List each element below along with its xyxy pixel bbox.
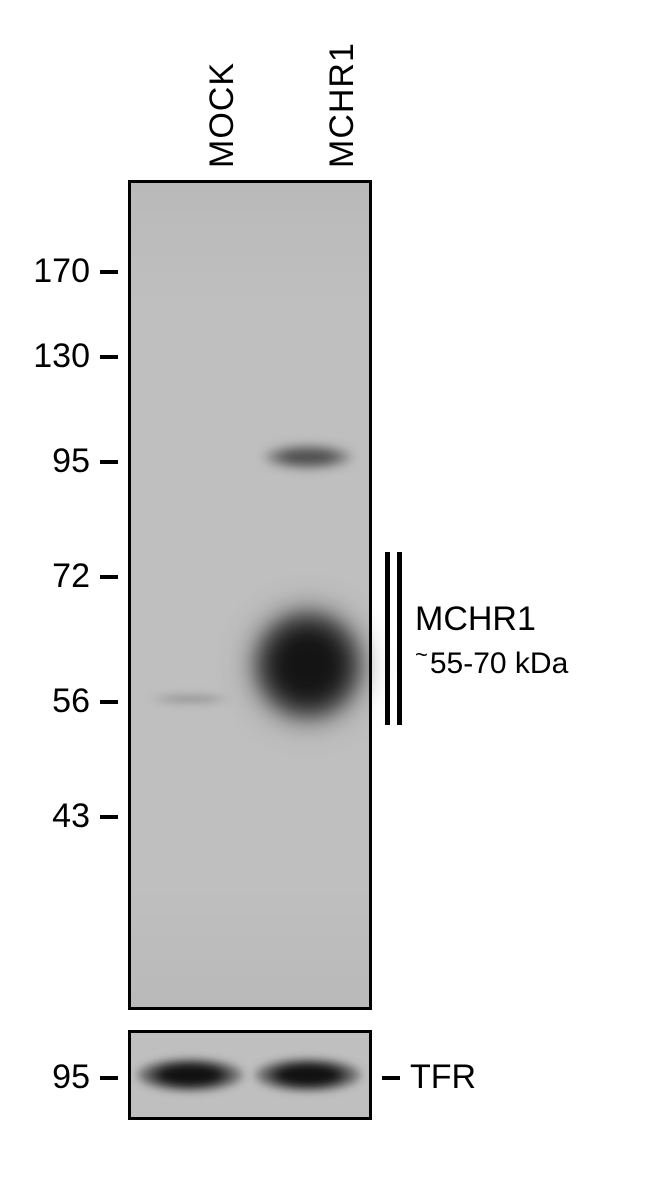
lane-label-mchr1: MCHR1 (323, 42, 362, 168)
tfr-mw-tick (100, 1076, 118, 1080)
mw-label-95: 95 (30, 442, 90, 481)
mw-tick-56 (100, 700, 118, 704)
blot-band (254, 1058, 362, 1092)
blot-band (243, 600, 373, 730)
mw-tick-72 (100, 575, 118, 579)
vignette (131, 183, 369, 1007)
blot-band (150, 694, 230, 704)
blot-band (263, 445, 353, 469)
mw-label-56: 56 (30, 682, 90, 721)
main-blot-membrane (128, 180, 372, 1010)
tfr-right-tick (382, 1076, 400, 1080)
annotation-bar-right (397, 552, 402, 725)
mw-tick-170 (100, 270, 118, 274)
annotation-title: MCHR1 (415, 600, 536, 639)
main-blot-inner (131, 183, 369, 1007)
mw-label-170: 170 (30, 252, 90, 291)
mw-tick-43 (100, 815, 118, 819)
tfr-label: TFR (410, 1058, 476, 1097)
annotation-tilde: ~ (415, 642, 428, 667)
western-blot-figure: MOCK MCHR1 170 130 95 72 56 43 MCHR1 ~55… (0, 0, 650, 1203)
tfr-mw-label: 95 (30, 1058, 90, 1097)
mw-tick-130 (100, 355, 118, 359)
mw-label-43: 43 (30, 797, 90, 836)
blot-band (136, 1058, 244, 1092)
lane-label-mock: MOCK (203, 62, 242, 168)
mw-label-72: 72 (30, 557, 90, 596)
annotation-bar-left (385, 552, 390, 725)
annotation-subtitle: ~55-70 kDa (415, 642, 568, 681)
mw-label-130: 130 (30, 337, 90, 376)
mw-tick-95 (100, 460, 118, 464)
annotation-subtitle-text: 55-70 kDa (430, 647, 568, 680)
